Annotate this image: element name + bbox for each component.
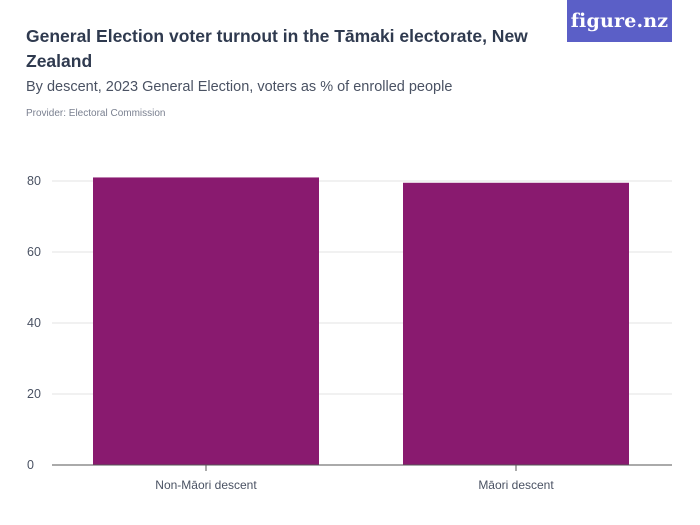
y-tick-label: 0 [27,458,34,472]
figure-nz-logo[interactable]: figure.nz [567,0,672,42]
bar-1[interactable] [403,182,629,465]
y-tick-label: 20 [27,387,41,401]
y-tick-label: 40 [27,316,41,330]
chart-title: General Election voter turnout in the Tā… [26,26,528,71]
y-tick-label: 60 [27,245,41,259]
bar-0[interactable] [93,177,319,465]
x-category-label: Māori descent [478,478,554,492]
bars [93,177,629,465]
provider-credit: Provider: Electoral Commission [26,108,166,119]
axes: 0 20 40 60 80 Non-Māori descent Māori descent [27,174,672,492]
y-tick-label: 80 [27,174,41,188]
chart-subtitle: By descent, 2023 General Election, voter… [26,79,453,95]
x-category-label: Non-Māori descent [155,478,257,492]
